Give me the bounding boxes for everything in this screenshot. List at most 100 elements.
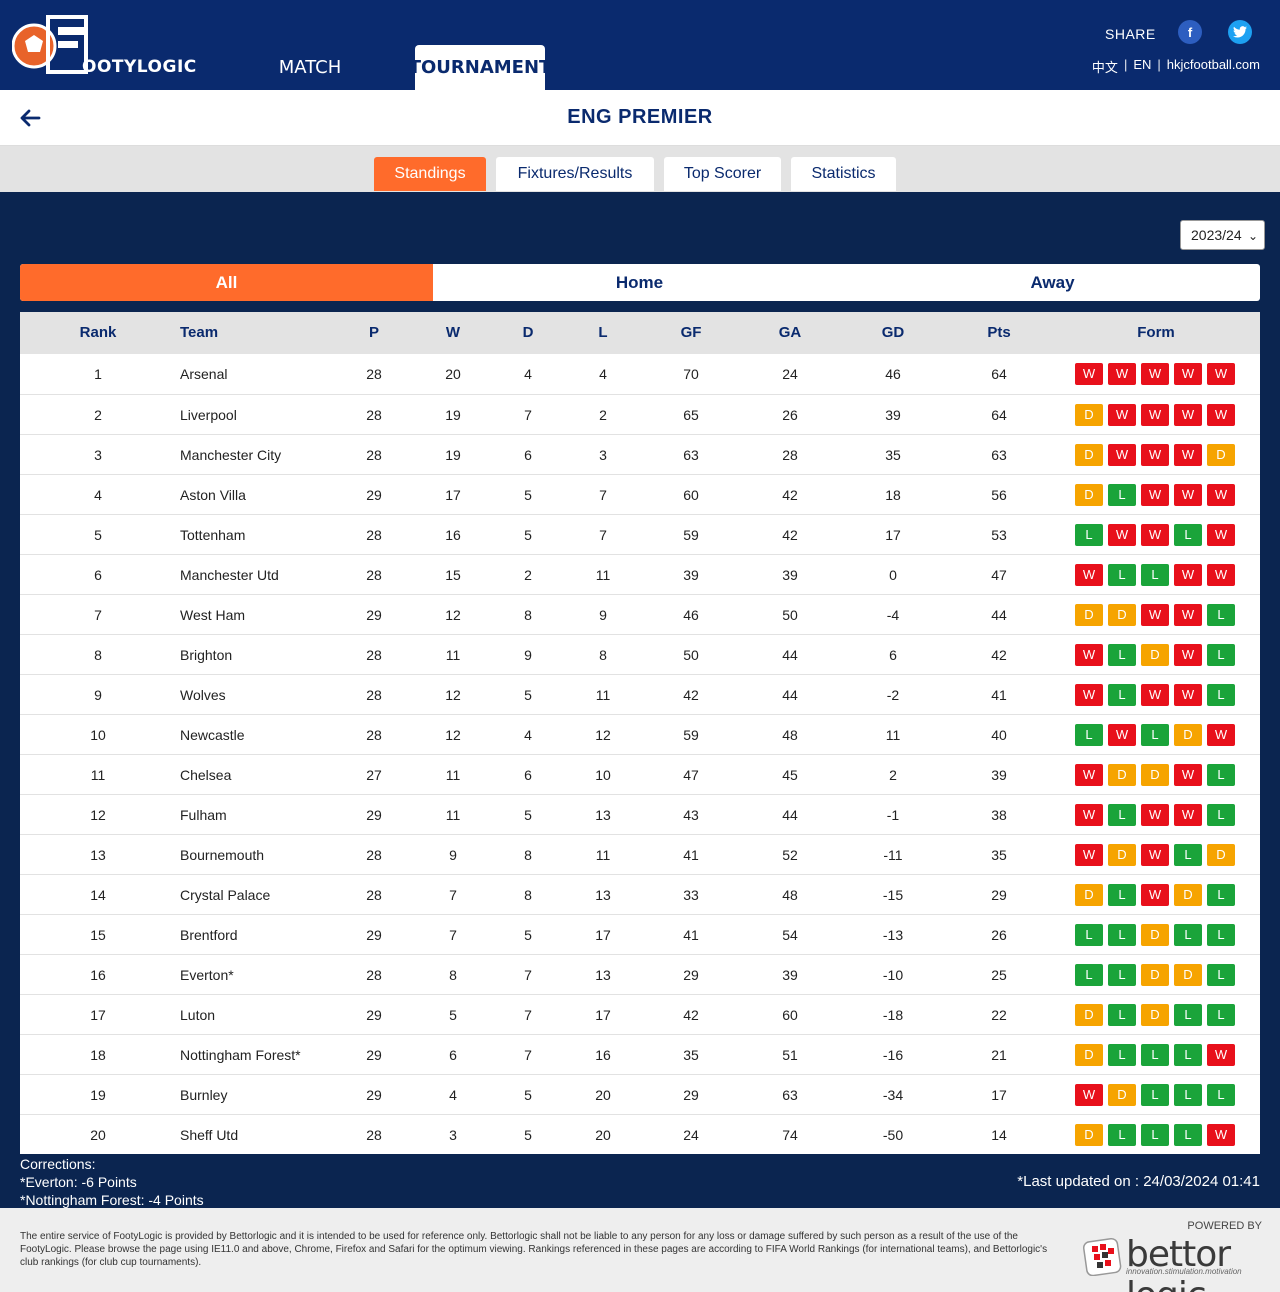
- cell-team[interactable]: West Ham: [180, 607, 246, 623]
- form-badge: L: [1141, 1084, 1169, 1106]
- table-row[interactable]: 7 West Ham 29 12 8 9 46 50 -4 44 D D W W L: [20, 594, 1260, 634]
- form-badge: L: [1075, 524, 1103, 546]
- cell-p: 29: [366, 1047, 382, 1063]
- cell-team[interactable]: Liverpool: [180, 407, 237, 423]
- cell-team[interactable]: Wolves: [180, 687, 226, 703]
- form-badge: W: [1075, 804, 1103, 826]
- table-row[interactable]: 4 Aston Villa 29 17 5 7 60 42 18 56 D L W W W: [20, 474, 1260, 514]
- tab-fixtures-results[interactable]: Fixtures/Results: [496, 157, 654, 191]
- cell-pts: 64: [991, 366, 1007, 382]
- form-badge: D: [1141, 924, 1169, 946]
- table-row[interactable]: 20 Sheff Utd 28 3 5 20 24 74 -50 14 D L L L W: [20, 1114, 1260, 1154]
- form-badge: L: [1207, 764, 1235, 786]
- form-badge: L: [1075, 724, 1103, 746]
- cell-pts: 22: [991, 1007, 1007, 1023]
- cell-pts: 29: [991, 887, 1007, 903]
- cell-team[interactable]: Chelsea: [180, 767, 232, 783]
- cell-gd: -50: [882, 1127, 904, 1143]
- table-row[interactable]: 2 Liverpool 28 19 7 2 65 26 39 64 D W W W W: [20, 394, 1260, 434]
- tab-standings[interactable]: Standings: [374, 157, 486, 191]
- cell-p: 28: [366, 407, 382, 423]
- cell-gf: 35: [683, 1047, 699, 1063]
- footylogic-logo[interactable]: OOTYLOGIC: [11, 15, 196, 77]
- cell-team[interactable]: Sheff Utd: [180, 1127, 239, 1143]
- bettorlogic-brand: bettor logic: [1126, 1234, 1231, 1292]
- cell-gd: 0: [889, 567, 897, 583]
- table-row[interactable]: 11 Chelsea 27 11 6 10 47 45 2 39 W D D W L: [20, 754, 1260, 794]
- table-row[interactable]: 5 Tottenham 28 16 5 7 59 42 17 53 L W W L W: [20, 514, 1260, 554]
- season-select[interactable]: 2023/24 ⌄: [1180, 220, 1265, 250]
- table-row[interactable]: 9 Wolves 28 12 5 11 42 44 -2 41 W L W W L: [20, 674, 1260, 714]
- lang-separator: |: [1157, 57, 1161, 72]
- table-row[interactable]: 1 Arsenal 28 20 4 4 70 24 46 64 W W W W W: [20, 354, 1260, 394]
- form-badge: W: [1075, 764, 1103, 786]
- cell-p: 29: [366, 807, 382, 823]
- cell-team[interactable]: Manchester Utd: [180, 567, 279, 583]
- cell-team[interactable]: Arsenal: [180, 366, 228, 382]
- cell-team[interactable]: Crystal Palace: [180, 887, 271, 903]
- nav-match[interactable]: MATCH: [278, 57, 342, 78]
- cell-w: 11: [445, 647, 461, 663]
- form-badge: W: [1075, 363, 1103, 385]
- table-row[interactable]: 16 Everton* 28 8 7 13 29 39 -10 25 L L D D L: [20, 954, 1260, 994]
- disclaimer: The entire service of FootyLogic is prov…: [20, 1231, 1048, 1268]
- cell-gd: 2: [889, 767, 897, 783]
- lang-zh[interactable]: 中文: [1091, 60, 1118, 75]
- cell-team[interactable]: Manchester City: [180, 447, 282, 463]
- cell-rank: 3: [94, 447, 102, 463]
- cell-team[interactable]: Fulham: [180, 807, 227, 823]
- cell-rank: 15: [90, 927, 106, 943]
- table-row[interactable]: 3 Manchester City 28 19 6 3 63 28 35 63 D W W W D: [20, 434, 1260, 474]
- table-row[interactable]: 18 Nottingham Forest* 29 6 7 16 35 51 -16 21 D L L L W: [20, 1034, 1260, 1074]
- cell-ga: 39: [782, 967, 798, 983]
- cell-gf: 24: [683, 1127, 699, 1143]
- cell-team[interactable]: Nottingham Forest*: [180, 1047, 301, 1063]
- tab-statistics[interactable]: Statistics: [791, 157, 896, 191]
- form-badge: W: [1075, 644, 1103, 666]
- cell-rank: 6: [94, 567, 102, 583]
- back-arrow-icon[interactable]: [18, 106, 42, 130]
- form-badge: W: [1174, 764, 1202, 786]
- scope-home[interactable]: Home: [615, 272, 664, 292]
- nav-tournament[interactable]: TOURNAMENT: [409, 45, 551, 90]
- table-row[interactable]: 17 Luton 29 5 7 17 42 60 -18 22 D L D L L: [20, 994, 1260, 1034]
- facebook-icon[interactable]: f: [1178, 20, 1202, 44]
- table-row[interactable]: 15 Brentford 29 7 5 17 41 54 -13 26 L L D L L: [20, 914, 1260, 954]
- form-badge: D: [1075, 484, 1103, 506]
- cell-team[interactable]: Brighton: [180, 647, 233, 663]
- table-row[interactable]: 19 Burnley 29 4 5 20 29 63 -34 17 W D L L L: [20, 1074, 1260, 1114]
- form-badge: L: [1207, 684, 1235, 706]
- table-row[interactable]: 10 Newcastle 28 12 4 12 59 48 11 40 L W L D W: [20, 714, 1260, 754]
- form-badge: L: [1108, 1124, 1136, 1146]
- cell-l: 16: [595, 1047, 611, 1063]
- lang-en[interactable]: EN: [1133, 57, 1152, 72]
- table-row[interactable]: 8 Brighton 28 11 9 8 50 44 6 42 W L D W L: [20, 634, 1260, 674]
- cell-team[interactable]: Tottenham: [180, 527, 246, 543]
- site-link[interactable]: hkjcfootball.com: [1166, 57, 1260, 72]
- table-row[interactable]: 6 Manchester Utd 28 15 2 11 39 39 0 47 W L L W W: [20, 554, 1260, 594]
- table-row[interactable]: 14 Crystal Palace 28 7 8 13 33 48 -15 29 D L W D L: [20, 874, 1260, 914]
- cell-p: 28: [366, 447, 382, 463]
- col-gd: GD: [881, 324, 905, 341]
- cell-team[interactable]: Everton*: [180, 967, 234, 983]
- cell-team[interactable]: Burnley: [180, 1087, 228, 1103]
- cell-team[interactable]: Brentford: [180, 927, 238, 943]
- cell-w: 7: [449, 887, 457, 903]
- table-row[interactable]: 12 Fulham 29 11 5 13 43 44 -1 38 W L W W L: [20, 794, 1260, 834]
- twitter-icon[interactable]: [1228, 20, 1252, 44]
- form-badge: D: [1075, 604, 1103, 626]
- table-row[interactable]: 13 Bournemouth 28 9 8 11 41 52 -11 35 W D W L D: [20, 834, 1260, 874]
- cell-team[interactable]: Bournemouth: [180, 847, 265, 863]
- scope-away[interactable]: Away: [1030, 272, 1075, 292]
- cell-team[interactable]: Luton: [180, 1007, 216, 1023]
- cell-ga: 44: [782, 687, 798, 703]
- scope-all[interactable]: All: [20, 264, 433, 301]
- tab-top-scorer[interactable]: Top Scorer: [664, 157, 781, 191]
- cell-team[interactable]: Aston Villa: [180, 487, 246, 503]
- cell-pts: 39: [991, 767, 1007, 783]
- col-ga: GA: [778, 324, 802, 341]
- cell-team[interactable]: Newcastle: [180, 727, 245, 743]
